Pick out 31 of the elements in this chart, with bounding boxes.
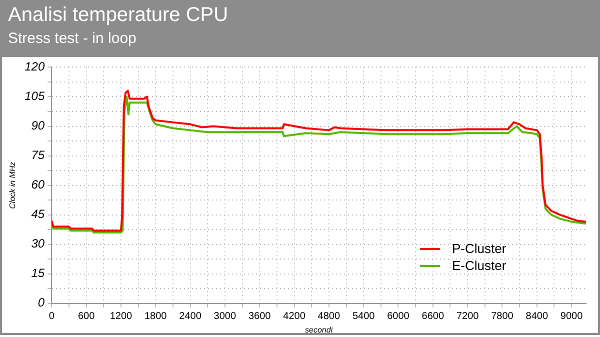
- x-tick-label: 2400: [179, 311, 202, 322]
- y-tick-label: 60: [31, 178, 45, 192]
- x-axis-title: secondi: [305, 325, 333, 334]
- y-tick-label: 45: [31, 207, 45, 222]
- x-tick-label: 9000: [560, 311, 584, 322]
- x-tick-label: 1800: [144, 311, 168, 322]
- x-tick-label: 6000: [387, 311, 410, 322]
- y-tick-label: 120: [24, 60, 45, 74]
- legend-label: P-Cluster: [452, 241, 506, 256]
- x-tick-label: 600: [78, 311, 96, 322]
- x-tick-label: 4200: [283, 311, 306, 322]
- x-tick-label: 8400: [526, 311, 548, 322]
- y-axis-title: Clock in MHz: [8, 162, 18, 209]
- chart-title: Analisi temperature CPU: [8, 4, 228, 27]
- chart-subtitle: Stress test - in loop: [8, 30, 136, 47]
- y-tick-label: 75: [31, 148, 45, 162]
- x-tick-label: 6600: [422, 311, 444, 322]
- x-tick-label: 5400: [352, 311, 376, 322]
- y-tick-label: 15: [31, 266, 45, 280]
- y-tick-label: 90: [31, 118, 45, 133]
- x-tick-label: 0: [48, 311, 55, 322]
- x-tick-label: 7800: [491, 311, 514, 322]
- x-tick-label: 3600: [248, 311, 272, 322]
- y-tick-label: 0: [38, 296, 45, 310]
- x-tick-label: 4800: [318, 311, 340, 322]
- y-tick-label: 105: [24, 89, 45, 104]
- y-tick-label: 30: [31, 236, 45, 251]
- x-tick-label: 1200: [110, 311, 133, 322]
- legend-label: E-Cluster: [452, 258, 506, 273]
- x-tick-label: 7200: [456, 311, 480, 322]
- x-tick-label: 3000: [214, 311, 236, 322]
